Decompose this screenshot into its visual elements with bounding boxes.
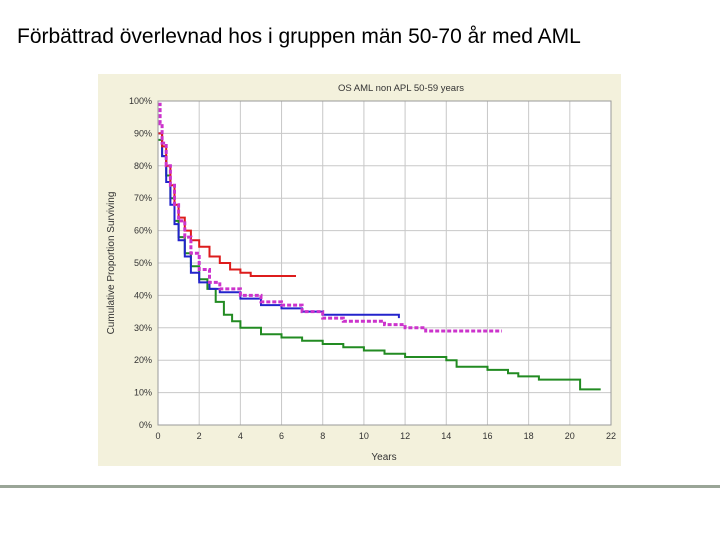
x-tick-label: 8 xyxy=(320,431,325,441)
y-tick-label: 80% xyxy=(134,161,152,171)
x-tick-label: 2 xyxy=(197,431,202,441)
x-tick-label: 4 xyxy=(238,431,243,441)
slide-title: Förbättrad överlevnad hos i gruppen män … xyxy=(17,25,581,48)
plot-frame xyxy=(157,100,612,426)
y-tick-label: 10% xyxy=(134,388,152,398)
x-tick-label: 16 xyxy=(482,431,492,441)
x-tick-label: 18 xyxy=(524,431,534,441)
x-tick-label: 10 xyxy=(359,431,369,441)
y-tick-label: 30% xyxy=(134,323,152,333)
x-tick-label: 0 xyxy=(155,431,160,441)
y-tick-label: 40% xyxy=(134,290,152,300)
x-tick-label: 6 xyxy=(279,431,284,441)
y-tick-label: 20% xyxy=(134,355,152,365)
y-tick-label: 100% xyxy=(129,96,152,106)
series-line-3 xyxy=(158,132,296,277)
x-tick-label: 14 xyxy=(441,431,451,441)
x-tick-label: 22 xyxy=(606,431,616,441)
x-axis-label: Years xyxy=(371,452,396,463)
chart-title: OS AML non APL 50-59 years xyxy=(338,83,464,94)
series-layer xyxy=(158,102,601,391)
tick-layer: 0% 10% 20% 30% 40% 50% 60% 70% 80% 90% 100% 0 2 4 6 8 10… xyxy=(129,96,616,441)
y-tick-label: 50% xyxy=(134,258,152,268)
y-tick-label: 90% xyxy=(134,128,152,138)
y-tick-label: 70% xyxy=(134,193,152,203)
series-line-4 xyxy=(158,102,502,333)
footer-divider xyxy=(0,485,720,488)
chart-panel: 0% 10% 20% 30% 40% 50% 60% 70% 80% 90% 100% 0 2 4 6 8 10… xyxy=(98,74,621,466)
x-tick-label: 20 xyxy=(565,431,575,441)
x-tick-label: 12 xyxy=(400,431,410,441)
y-axis-label: Cumulative Proportion Surviving xyxy=(106,192,117,335)
y-tick-label: 60% xyxy=(134,226,152,236)
chart-svg: 0% 10% 20% 30% 40% 50% 60% 70% 80% 90% 100% 0 2 4 6 8 10… xyxy=(106,83,616,463)
y-tick-label: 0% xyxy=(139,420,152,430)
